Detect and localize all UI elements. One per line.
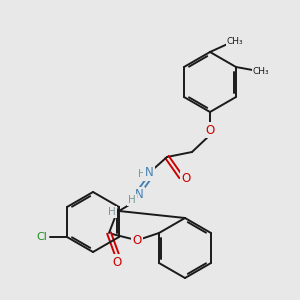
Text: O: O bbox=[112, 256, 122, 268]
Text: N: N bbox=[135, 188, 143, 202]
Text: H: H bbox=[128, 195, 136, 205]
Text: CH₃: CH₃ bbox=[253, 68, 269, 76]
Text: O: O bbox=[182, 172, 190, 185]
Text: N: N bbox=[145, 167, 153, 179]
Text: O: O bbox=[132, 235, 142, 248]
Text: O: O bbox=[206, 124, 214, 136]
Text: H: H bbox=[108, 207, 116, 217]
Text: CH₃: CH₃ bbox=[227, 37, 243, 46]
Text: H: H bbox=[138, 169, 146, 179]
Text: Cl: Cl bbox=[37, 232, 47, 242]
